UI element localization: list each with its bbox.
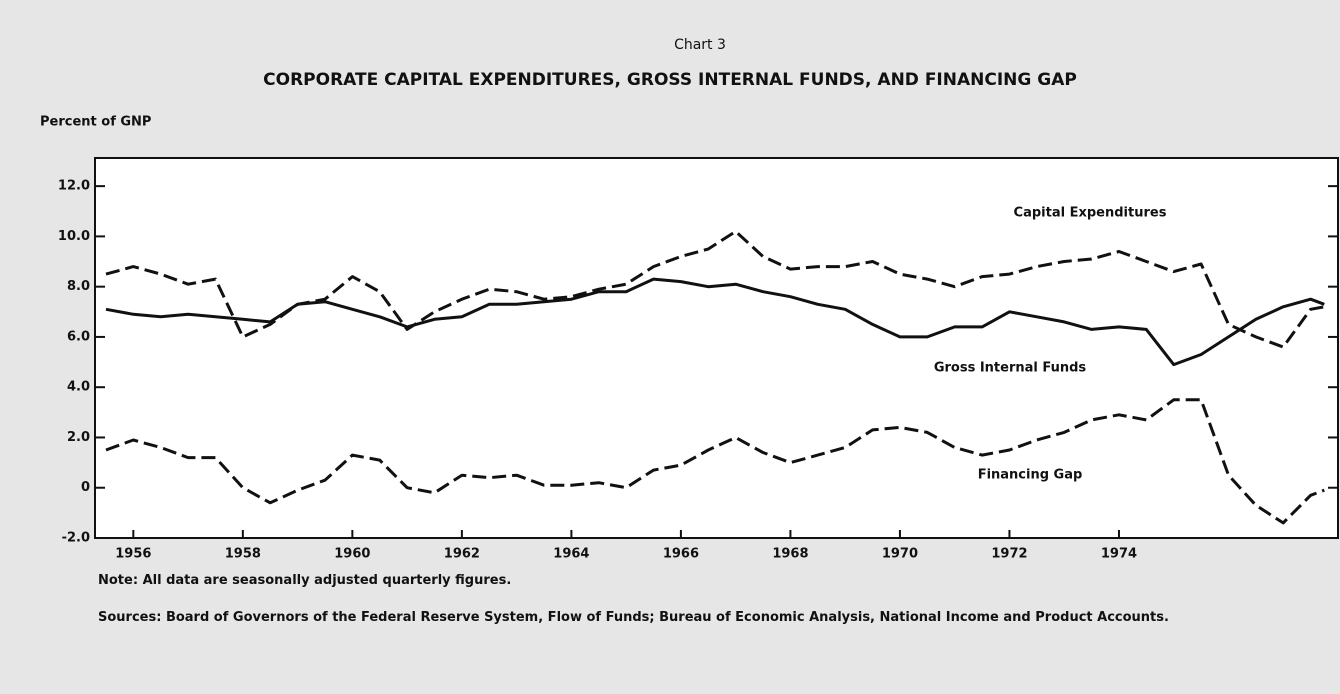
x-tick-label: 1960 [334, 547, 370, 562]
y-tick-label: 4.0 [67, 380, 90, 395]
series-line [105, 277, 1325, 367]
y-tick-label: 0 [81, 480, 90, 495]
x-tick-label: 1962 [444, 547, 480, 562]
note: Note: All data are seasonally adjusted q… [98, 573, 512, 588]
chart-supertitle: Chart 3 [674, 37, 726, 53]
y-tick-label: 12.0 [58, 179, 90, 194]
sources: Sources: Board of Governors of the Feder… [98, 610, 1169, 625]
x-tick-label: 1968 [772, 547, 808, 562]
y-axis-label: Percent of GNP [40, 115, 151, 130]
y-tick-label: 8.0 [67, 279, 90, 294]
x-tick-label: 1974 [1101, 547, 1137, 562]
y-tick-label: 2.0 [67, 430, 90, 445]
x-tick-label: 1970 [882, 547, 918, 562]
series-line [105, 398, 1325, 525]
series-label: Gross Internal Funds [934, 361, 1087, 376]
y-tick-label: -2.0 [62, 531, 90, 546]
x-tick-label: 1972 [991, 547, 1027, 562]
x-tick-label: 1964 [553, 547, 589, 562]
series-label: Capital Expenditures [1014, 206, 1167, 221]
x-tick-label: 1966 [663, 547, 699, 562]
x-tick-label: 1956 [115, 547, 151, 562]
series-line [105, 229, 1325, 349]
x-tick-label: 1958 [225, 547, 261, 562]
y-tick-label: 6.0 [67, 329, 90, 344]
plot-area [94, 157, 1339, 539]
chart-title: CORPORATE CAPITAL EXPENDITURES, GROSS IN… [263, 70, 1077, 90]
y-tick-label: 10.0 [58, 229, 90, 244]
series-label: Financing Gap [978, 468, 1083, 483]
